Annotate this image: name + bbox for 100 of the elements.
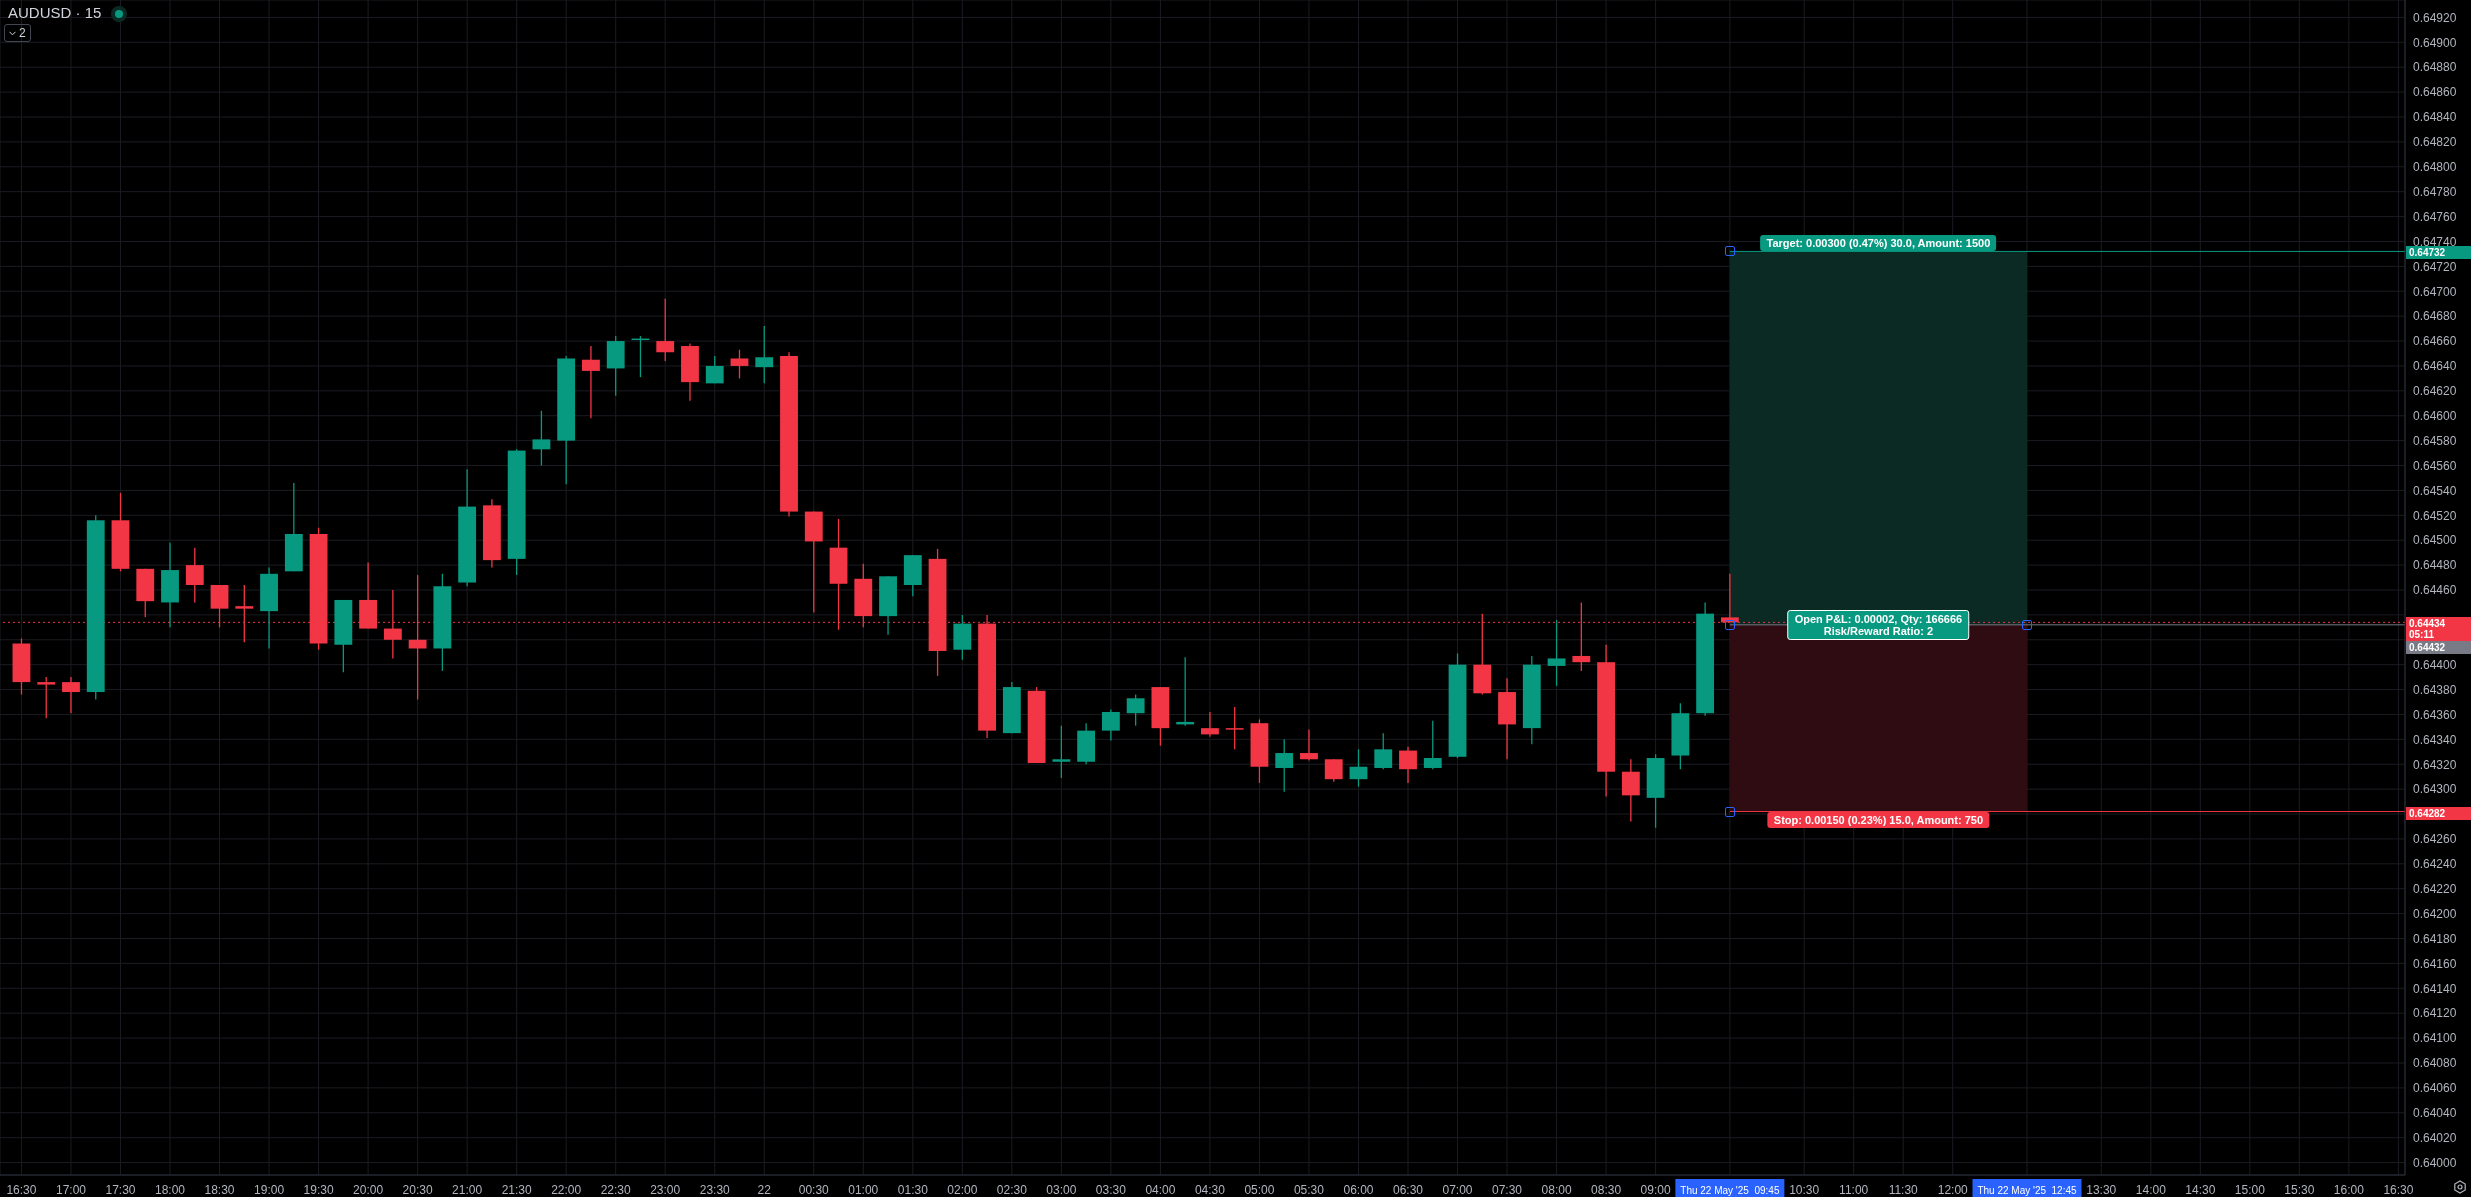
- x-tick-label: 17:30: [105, 1183, 136, 1197]
- annotation: 2: [19, 26, 26, 40]
- y-tick-label: 0.64620: [2413, 384, 2457, 399]
- candlestick: [1324, 758, 1343, 783]
- candlestick: [1300, 728, 1318, 762]
- x-tick-label: 22: [757, 1183, 772, 1197]
- candlestick: [705, 355, 724, 385]
- y-tick-label: 0.64540: [2413, 483, 2457, 498]
- x-tick-label: 06:00: [1343, 1183, 1374, 1197]
- ref-line-label: 0.64732: [2406, 246, 2471, 260]
- x-tick-label: 22:30: [600, 1183, 632, 1197]
- candlestick: [1225, 706, 1244, 750]
- y-tick-label: 0.64220: [2413, 881, 2457, 896]
- candlestick: [1399, 746, 1417, 784]
- x-tick-label: 03:00: [1046, 1183, 1077, 1197]
- y-tick-label: 0.64100: [2413, 1031, 2457, 1046]
- x-tick-label: 07:30: [1492, 1183, 1523, 1197]
- y-tick-label: 0.64800: [2413, 160, 2457, 175]
- x-tick-label: 14:30: [2185, 1183, 2216, 1197]
- candlestick: [1621, 758, 1640, 823]
- y-tick-label: 0.64140: [2413, 981, 2457, 996]
- x-tick-label: 17:00: [55, 1183, 87, 1197]
- y-tick-label: 0.64340: [2413, 732, 2457, 747]
- candlestick: [1374, 732, 1393, 770]
- x-tick-label: 18:30: [204, 1183, 235, 1197]
- y-tick-label: 0.64320: [2413, 757, 2457, 772]
- annotation: Open P&L: 0.00002, Qty: 166666 Risk/Reward Ratio: 2: [1787, 609, 1970, 640]
- x-tick-label: 18:00: [155, 1183, 186, 1197]
- x-tick-label: 14:00: [2135, 1183, 2167, 1197]
- y-tick-label: 0.64920: [2413, 10, 2457, 25]
- y-tick-label: 0.64180: [2413, 931, 2457, 946]
- x-tick-label: 15:00: [2234, 1183, 2266, 1197]
- y-tick-label: 0.64080: [2413, 1056, 2457, 1071]
- y-tick-label: 0.64840: [2413, 110, 2457, 125]
- y-tick-label: 0.64820: [2413, 135, 2457, 150]
- x-tick-label: 08:30: [1591, 1183, 1622, 1197]
- x-tick-label: 08:00: [1541, 1183, 1572, 1197]
- annotation: Stop: 0.00150 (0.23%) 15.0, Amount: 750: [1767, 811, 1990, 828]
- x-tick-label: 02:30: [996, 1183, 1028, 1197]
- x-tick-label: 05:00: [1244, 1183, 1275, 1197]
- y-tick-label: 0.64900: [2413, 35, 2457, 50]
- y-tick-label: 0.64060: [2413, 1081, 2457, 1096]
- ref-line-label: 0.64282: [2406, 806, 2471, 820]
- y-tick-label: 0.64240: [2413, 857, 2457, 872]
- candlestick: [1547, 619, 1566, 687]
- y-tick-label: 0.64880: [2413, 60, 2457, 75]
- y-tick-label: 0.64500: [2413, 533, 2457, 548]
- y-tick-label: 0.64480: [2413, 558, 2457, 573]
- y-tick-label: 0.64400: [2413, 657, 2457, 672]
- candlestick: [1126, 693, 1145, 727]
- y-tick-label: 0.64760: [2413, 209, 2457, 224]
- y-tick-label: 0.64680: [2413, 309, 2457, 324]
- y-tick-label: 0.64660: [2413, 334, 2457, 349]
- x-tick-label: 22:00: [551, 1183, 582, 1197]
- candlestick: [582, 345, 600, 419]
- candlestick: [1423, 720, 1442, 770]
- x-tick-label: 19:00: [254, 1183, 285, 1197]
- y-tick-label: 0.64520: [2413, 508, 2457, 523]
- y-tick-label: 0.64860: [2413, 85, 2457, 100]
- y-tick-label: 0.64040: [2413, 1106, 2457, 1121]
- candlestick: [1101, 708, 1120, 742]
- x-tick-label: 04:30: [1194, 1183, 1226, 1197]
- candlestick: [1275, 738, 1294, 793]
- ref-line-label: 0.64432: [2406, 641, 2471, 655]
- candlestick: [62, 676, 80, 714]
- y-tick-label: 0.64260: [2413, 832, 2457, 847]
- candlestick: [755, 325, 774, 385]
- x-tick-label: Thu 22 May '25 09:45: [1680, 1185, 1780, 1196]
- y-tick-label: 0.64700: [2413, 284, 2457, 299]
- x-tick-label: 02:00: [947, 1183, 978, 1197]
- x-tick-label: 16:00: [2333, 1183, 2365, 1197]
- y-tick-label: 0.64740: [2413, 234, 2457, 249]
- y-tick-label: 0.64780: [2413, 184, 2457, 199]
- y-tick-label: 0.64580: [2413, 433, 2457, 448]
- y-tick-label: 0.64160: [2413, 956, 2457, 971]
- candlestick: [185, 547, 204, 604]
- x-tick-label: 13:30: [2086, 1183, 2117, 1197]
- y-tick-label: 0.64020: [2413, 1130, 2457, 1145]
- y-tick-label: 0.64120: [2413, 1006, 2457, 1021]
- y-tick-label: 0.64720: [2413, 259, 2457, 274]
- x-tick-label: 12:00: [1937, 1183, 1969, 1197]
- ref-line-label: 0.64434 05:11: [2406, 617, 2471, 642]
- x-tick-label: 03:30: [1095, 1183, 1127, 1197]
- x-tick-label: 16:30: [6, 1183, 37, 1197]
- y-tick-label: 0.64460: [2413, 583, 2457, 598]
- y-tick-label: 0.64000: [2413, 1155, 2457, 1170]
- candlestick: [1201, 711, 1219, 738]
- y-tick-label: 0.64360: [2413, 707, 2457, 722]
- y-tick-label: 0.64200: [2413, 906, 2457, 921]
- x-tick-label: 06:30: [1392, 1183, 1424, 1197]
- x-tick-label: 09:00: [1640, 1183, 1671, 1197]
- candlestick: [37, 676, 56, 719]
- x-tick-label: 11:00: [1839, 1183, 1869, 1197]
- x-tick-label: 23:30: [699, 1183, 731, 1197]
- x-tick-label: 21:00: [452, 1183, 483, 1197]
- x-tick-label: 05:30: [1293, 1183, 1325, 1197]
- x-tick-label: 19:30: [303, 1183, 334, 1197]
- x-tick-label: 01:30: [897, 1183, 929, 1197]
- x-tick-label: Thu 22 May '25 12:45: [1977, 1185, 2078, 1196]
- x-tick-label: 15:30: [2284, 1183, 2315, 1197]
